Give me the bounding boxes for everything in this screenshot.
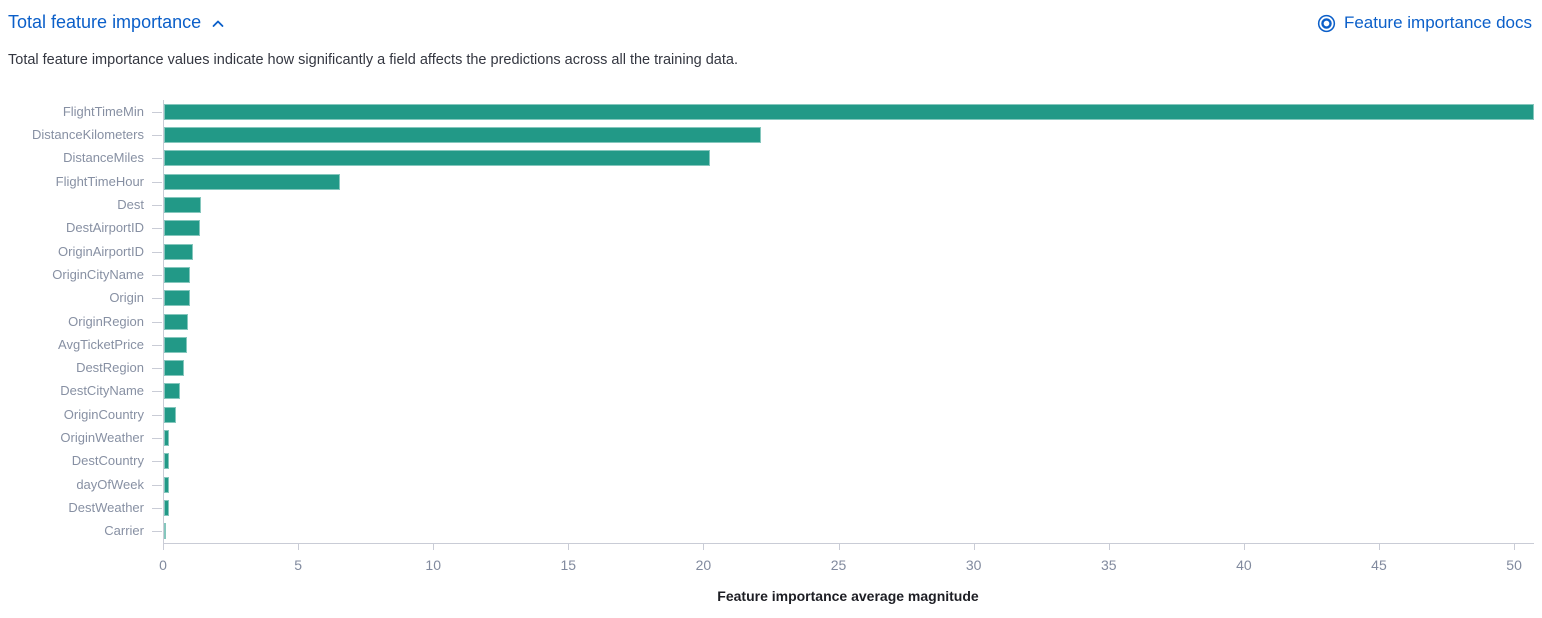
x-axis-tick [703,544,705,550]
x-axis-tick [1108,544,1110,550]
panel-title: Total feature importance [8,12,202,32]
x-axis-tick [298,544,300,550]
feature-importance-chart: FlightTimeMin DistanceKilometers DistanceM… [0,100,1542,618]
x-axis-tick [973,544,975,550]
bar-OriginCityName[interactable] [164,266,191,283]
bar-DestCityName[interactable] [164,383,181,400]
total-feature-importance-accordion-toggle[interactable]: Total feature importance [8,12,226,33]
bar-DestAirportID[interactable] [164,220,200,237]
y-axis-tick [152,508,162,509]
bar-DestWeather[interactable] [164,500,169,517]
y-axis-tick [152,135,162,136]
x-axis-tick-label: 50 [1506,557,1522,573]
chevron-up-icon [210,14,226,32]
x-axis-tick [838,544,840,550]
x-axis-tick-label: 15 [560,557,577,573]
y-axis-tick [152,112,162,113]
y-axis-label: FlightTimeHour [55,173,144,189]
y-axis-tick [152,345,162,346]
y-axis-tick [152,252,162,253]
y-axis-label: DestCountry [71,453,144,469]
x-axis-tick-label: 25 [830,557,847,573]
y-axis-tick [152,182,162,183]
y-axis-tick [152,415,162,416]
y-axis-label: DistanceMiles [63,150,144,166]
y-axis-tick [152,228,162,229]
y-axis-label: Carrier [104,523,144,539]
y-axis-label: dayOfWeek [76,476,144,492]
bar-dayOfWeek[interactable] [164,476,170,493]
bar-OriginWeather[interactable] [164,430,170,447]
x-axis-tick-label: 10 [425,557,441,573]
y-axis-label: OriginWeather [60,430,144,446]
y-axis-label: DestWeather [68,500,144,516]
x-axis-tick-label: 45 [1371,557,1387,573]
feature-importance-docs-link[interactable]: Feature importance docs [1317,13,1532,33]
x-axis-tick-label: 5 [294,557,302,573]
y-axis-tick [152,275,162,276]
y-axis-label: FlightTimeMin [62,103,144,119]
y-axis-label: OriginAirportID [58,243,144,259]
bar-OriginRegion[interactable] [164,313,189,330]
y-axis-label: Origin [109,290,144,306]
bar-DestCountry[interactable] [164,453,170,470]
y-axis-tick [152,438,162,439]
x-axis-tick [568,544,570,550]
y-axis-tick [152,368,162,369]
x-axis-tick [433,544,435,550]
bar-AvgTicketPrice[interactable] [164,336,187,353]
bar-Dest[interactable] [164,196,201,213]
bar-OriginAirportID[interactable] [164,243,194,260]
x-axis-tick [163,544,164,550]
y-axis-tick [152,461,162,462]
y-axis-label: Dest [117,196,144,212]
y-axis-tick [152,205,162,206]
y-axis-label: DestAirportID [65,220,144,236]
bar-DestRegion[interactable] [164,360,184,377]
y-axis-tick [152,531,162,532]
bar-Origin[interactable] [164,290,190,307]
y-axis-tick [152,485,162,486]
bar-FlightTimeMin[interactable] [164,103,1534,120]
bar-FlightTimeHour[interactable] [164,173,340,190]
y-axis-label: AvgTicketPrice [58,336,144,352]
x-axis-tick-label: 40 [1236,557,1252,573]
y-axis-label: DestRegion [76,360,144,376]
panel-description: Total feature importance values indicate… [8,52,738,68]
x-axis-tick-label: 30 [965,557,982,573]
y-axis-label: OriginCountry [63,406,144,422]
x-axis-tick-label: 0 [159,557,167,573]
x-axis-tick-label: 35 [1100,557,1117,573]
bar-OriginCountry[interactable] [164,406,176,423]
y-axis-label: DistanceKilometers [32,126,144,142]
x-axis-tick [1378,544,1380,550]
y-axis-tick [152,158,162,159]
y-axis-tick [152,391,162,392]
y-axis-tick [152,298,162,299]
plot-area [163,100,1534,544]
x-axis-tick [1514,544,1516,550]
bar-DistanceKilometers[interactable] [164,126,762,143]
y-axis-label: DestCityName [60,383,144,399]
y-axis-label: OriginCityName [52,266,144,282]
y-axis-label: OriginRegion [68,313,144,329]
bar-Carrier[interactable] [164,523,166,540]
x-axis-tick [1243,544,1245,550]
x-axis-tick-label: 20 [695,557,712,573]
lifebuoy-icon [1317,14,1336,33]
bar-DistanceMiles[interactable] [164,150,710,167]
y-axis-tick [152,322,162,323]
x-axis-title: Feature importance average magnitude [717,588,979,604]
docs-link-label: Feature importance docs [1343,13,1532,32]
